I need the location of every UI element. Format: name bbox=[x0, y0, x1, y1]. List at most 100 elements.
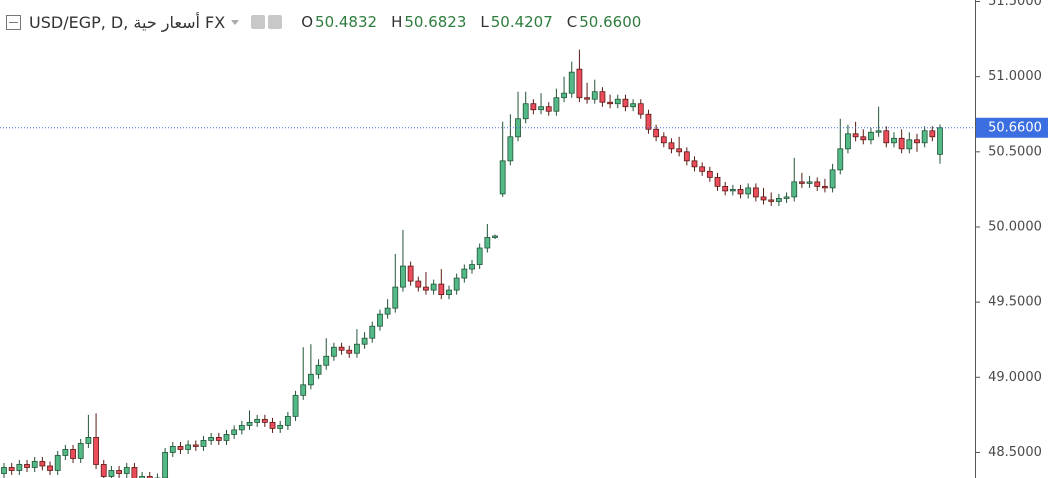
candle-body bbox=[407, 265, 414, 282]
candle-body bbox=[599, 91, 606, 103]
candle-body bbox=[377, 313, 383, 327]
candle-body bbox=[837, 148, 844, 171]
candle-body bbox=[553, 97, 560, 112]
candle-body bbox=[177, 446, 184, 450]
candle-body bbox=[31, 461, 38, 468]
candle-body bbox=[62, 449, 69, 456]
candle-body bbox=[423, 286, 429, 291]
candle-body bbox=[24, 464, 30, 468]
candle-body bbox=[775, 198, 782, 202]
candle-body bbox=[85, 437, 92, 444]
candle-body bbox=[415, 280, 422, 288]
candle-body bbox=[208, 437, 215, 441]
y-tick-label: 51.5000 bbox=[988, 0, 1042, 9]
candle-body bbox=[223, 434, 230, 441]
candle-body bbox=[706, 170, 713, 178]
candle-body bbox=[645, 113, 652, 130]
candle-body bbox=[538, 106, 544, 111]
ohlc-letter: H bbox=[391, 13, 403, 31]
candle-body bbox=[269, 421, 276, 429]
candle-body bbox=[898, 137, 905, 150]
ohlc-legend: O 50.4832 H 50.6823 L 50.4207 C 50.6600 bbox=[301, 13, 655, 31]
y-tick-label: 50.0000 bbox=[988, 219, 1042, 234]
candle-body bbox=[561, 92, 567, 99]
candle-body bbox=[215, 437, 222, 441]
candle-body bbox=[515, 118, 521, 138]
candle-body bbox=[8, 467, 15, 471]
candles bbox=[1, 49, 943, 478]
candle-body bbox=[745, 187, 752, 195]
settings-icon[interactable] bbox=[268, 15, 283, 29]
candle-body bbox=[852, 133, 859, 138]
candle-body bbox=[323, 355, 330, 366]
candle-body bbox=[484, 237, 491, 249]
candle-body bbox=[1, 467, 7, 474]
candle-body bbox=[622, 98, 629, 108]
ohlc-value: 50.4207 bbox=[490, 13, 553, 31]
y-tick-label: 48.5000 bbox=[988, 445, 1042, 460]
candle-body bbox=[123, 467, 130, 474]
candle-body bbox=[430, 283, 437, 291]
candle-body bbox=[530, 103, 537, 111]
candle-body bbox=[714, 176, 721, 187]
candle-body bbox=[146, 476, 153, 478]
candle-body bbox=[576, 68, 583, 99]
candle-body bbox=[400, 265, 406, 288]
candle-body bbox=[70, 449, 76, 459]
candle-body bbox=[292, 394, 299, 417]
candle-body bbox=[699, 166, 706, 172]
symbol-title[interactable]: USD/EGP, D, أسعار حية FX bbox=[29, 12, 226, 32]
candle-body bbox=[469, 264, 475, 270]
candle-body bbox=[937, 127, 943, 155]
candle-body bbox=[760, 196, 767, 201]
candle-body bbox=[568, 71, 575, 94]
candle-body bbox=[100, 464, 107, 477]
candle-body bbox=[683, 151, 690, 162]
candle-body bbox=[883, 130, 890, 144]
candle-body bbox=[39, 461, 46, 467]
candle-body bbox=[369, 325, 376, 339]
candle-body bbox=[660, 136, 667, 144]
symbol-menu-caret[interactable] bbox=[231, 19, 240, 25]
ohlc-value: 50.6600 bbox=[579, 13, 642, 31]
candle-body bbox=[737, 188, 744, 195]
candle-body bbox=[668, 142, 675, 150]
candle-body bbox=[384, 307, 391, 315]
candle-body bbox=[799, 181, 805, 184]
candle-body bbox=[108, 470, 115, 477]
candle-body bbox=[331, 346, 337, 357]
candle-body bbox=[300, 384, 307, 396]
candle-body bbox=[392, 286, 399, 309]
chart-header: USD/EGP, D, أسعار حية FX O 50.4832 H 50.682… bbox=[6, 10, 655, 34]
candle-body bbox=[54, 455, 61, 471]
candle-body bbox=[906, 139, 913, 150]
candle-body bbox=[346, 349, 353, 354]
ohlc-letter: O bbox=[301, 13, 314, 31]
collapse-button[interactable] bbox=[6, 14, 21, 30]
visibility-icon[interactable] bbox=[251, 15, 266, 29]
candle-body bbox=[77, 443, 84, 459]
candle-body bbox=[722, 185, 729, 192]
candle-body bbox=[93, 437, 99, 465]
candle-body bbox=[868, 131, 874, 141]
candle-body bbox=[338, 346, 345, 351]
candle-body bbox=[192, 444, 199, 447]
ohlc-letter: C bbox=[566, 13, 578, 31]
candle-body bbox=[522, 103, 529, 120]
candle-body bbox=[162, 452, 169, 478]
candle-body bbox=[231, 429, 238, 435]
candle-body bbox=[783, 196, 790, 199]
candle-body bbox=[169, 446, 176, 453]
candle-body bbox=[614, 98, 621, 105]
y-tick-label: 50.5000 bbox=[988, 144, 1042, 159]
candle-body bbox=[806, 181, 813, 184]
candle-body bbox=[591, 91, 598, 100]
candle-body bbox=[307, 373, 314, 386]
ohlc-item: O 50.4832 bbox=[301, 13, 377, 31]
candle-body bbox=[361, 337, 368, 345]
candle-body bbox=[284, 415, 291, 426]
candle-body bbox=[545, 106, 552, 112]
ohlc-item: C 50.6600 bbox=[567, 13, 642, 31]
ohlc-item: L 50.4207 bbox=[480, 13, 552, 31]
candle-body bbox=[185, 444, 192, 450]
